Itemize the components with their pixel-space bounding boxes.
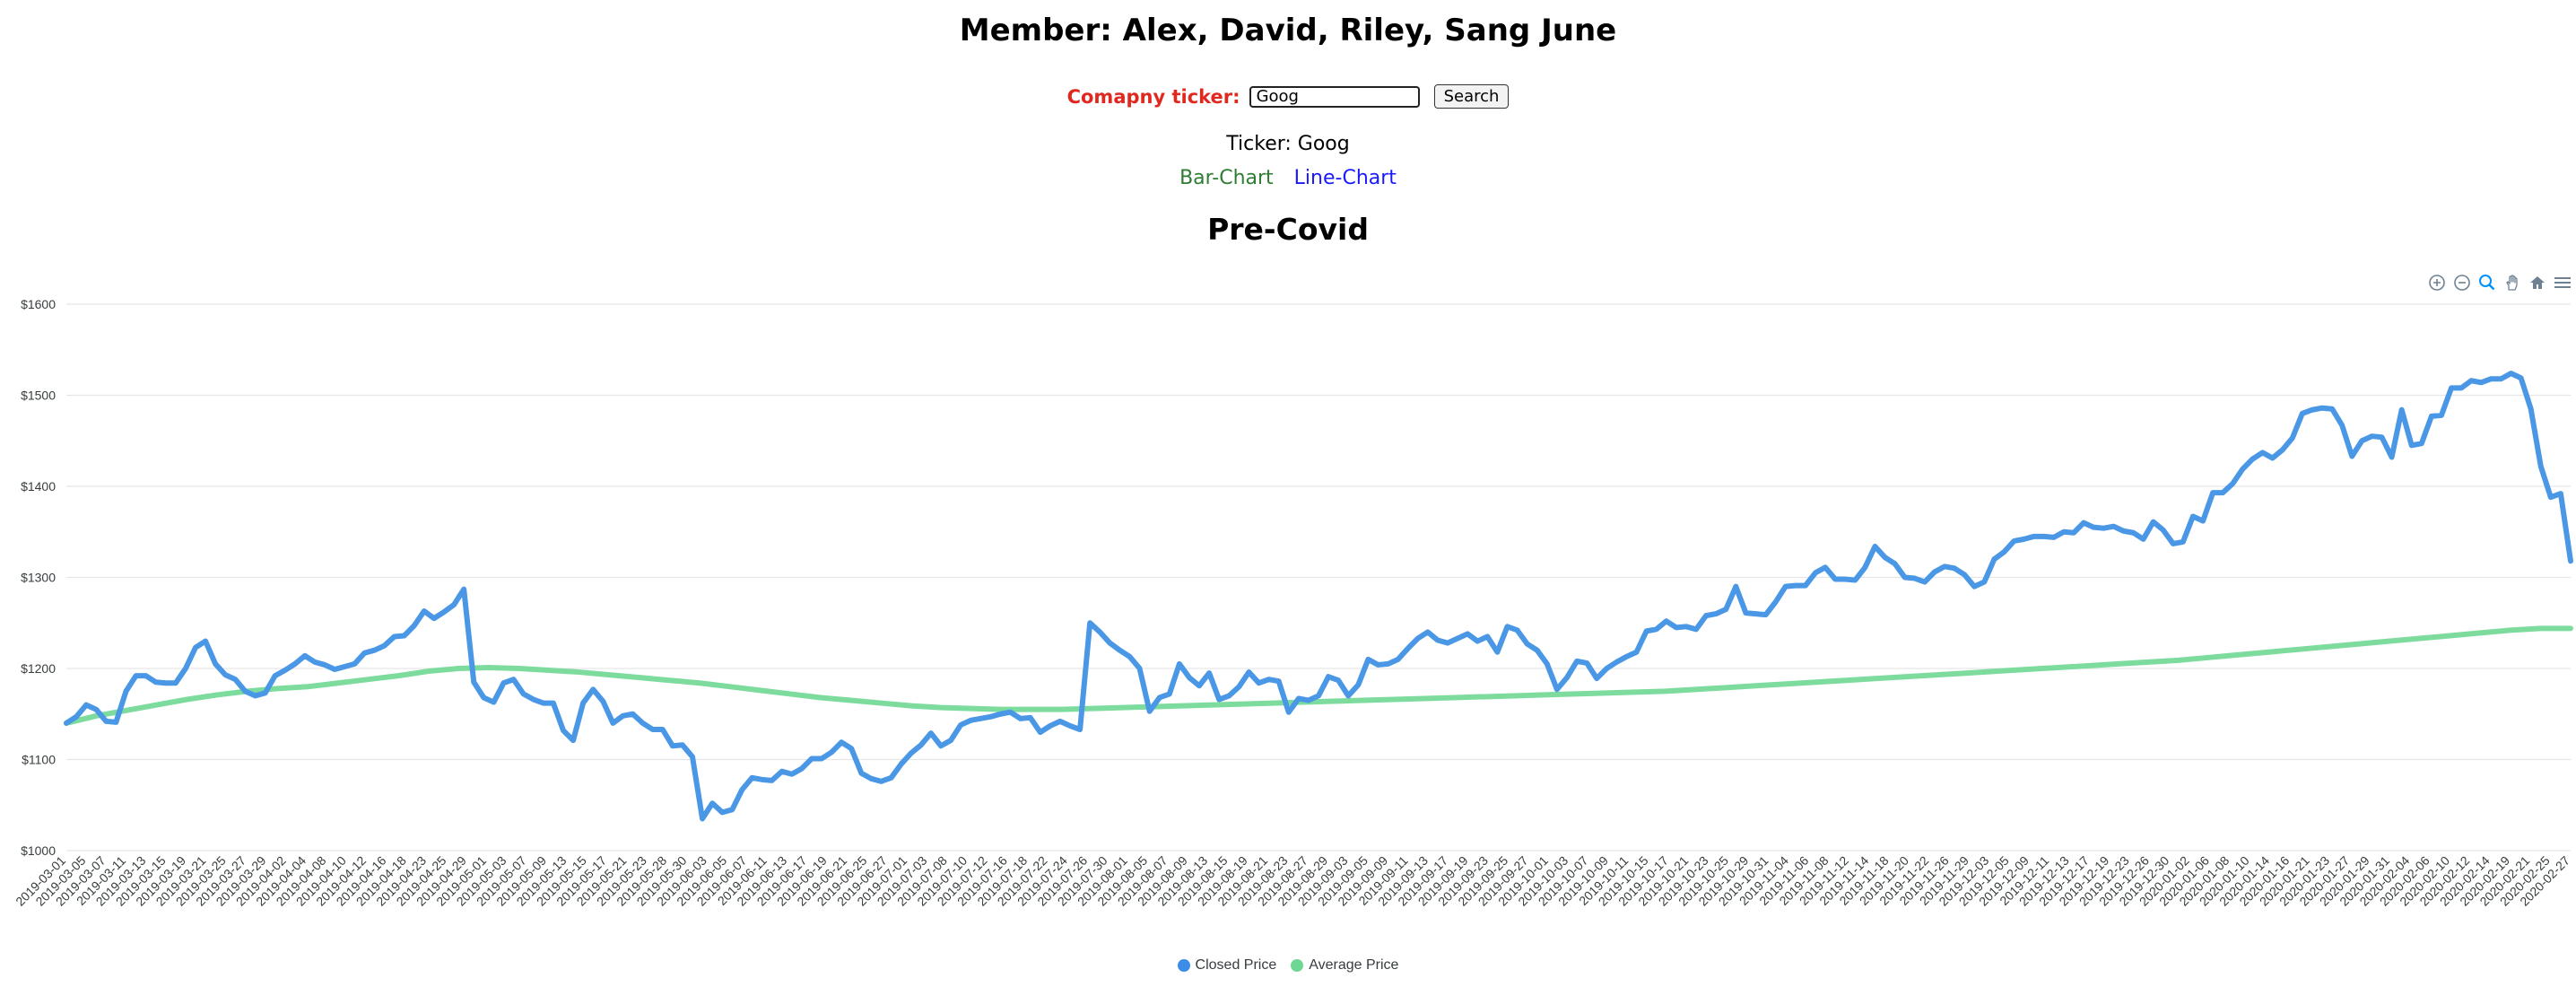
members-heading: Member: Alex, David, Riley, Sang June	[959, 13, 1617, 48]
legend-item-closed[interactable]: Closed Price	[1177, 957, 1277, 974]
ticker-label: Comapny ticker:	[1066, 85, 1240, 108]
legend-label-closed: Closed Price	[1195, 957, 1277, 973]
series-line-average-price	[64, 625, 2573, 726]
ticker-input[interactable]	[1249, 85, 1420, 108]
y-tick-label: $1400	[21, 479, 56, 494]
legend-item-average[interactable]: Average Price	[1291, 957, 1398, 974]
pan-hand-icon[interactable]	[2502, 273, 2522, 293]
y-tick-label: $1500	[21, 389, 56, 403]
ticker-search-row: Comapny ticker: Search	[0, 84, 2576, 109]
chart-title: Pre-Covid	[1207, 212, 1369, 247]
zoom-in-icon[interactable]	[2427, 273, 2447, 293]
zoom-select-icon[interactable]	[2477, 273, 2497, 293]
legend-label-average: Average Price	[1309, 957, 1399, 973]
legend-marker-average	[1291, 959, 1304, 972]
y-tick-label: $1000	[21, 843, 56, 858]
legend-marker-closed	[1177, 959, 1190, 972]
y-tick-label: $1600	[21, 297, 56, 311]
bar-chart-link[interactable]: Bar-Chart	[1179, 167, 1274, 189]
chart-legend: Closed Price Average Price	[0, 957, 2576, 974]
series-line-closed-price	[64, 371, 2573, 822]
y-tick-label: $1200	[21, 661, 56, 676]
line-chart-link[interactable]: Line-Chart	[1293, 167, 1397, 189]
chart-toolbar	[2427, 273, 2572, 293]
y-tick-label: $1300	[21, 571, 56, 585]
home-reset-icon[interactable]	[2528, 273, 2547, 293]
ticker-display: Ticker: Goog	[1226, 133, 1350, 155]
chart-type-links: Bar-Chart Line-Chart	[0, 167, 2576, 189]
search-button[interactable]: Search	[1433, 84, 1510, 109]
y-tick-label: $1100	[22, 753, 56, 767]
zoom-out-icon[interactable]	[2452, 273, 2472, 293]
menu-icon[interactable]	[2553, 273, 2572, 293]
